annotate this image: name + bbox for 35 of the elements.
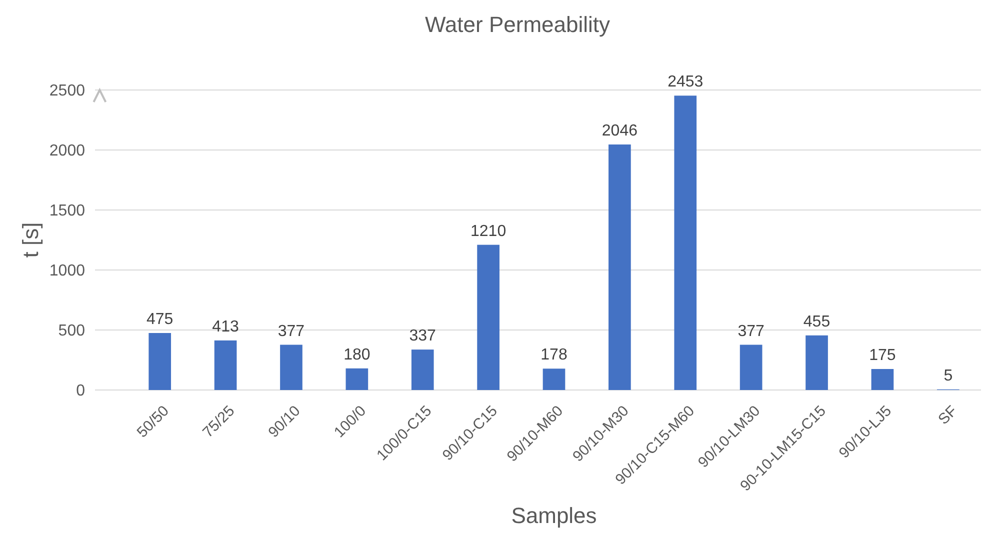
data-label: 2453 [668, 74, 704, 91]
chart-title: Water Permeability [424, 12, 610, 37]
bar [346, 368, 368, 390]
bar [148, 333, 172, 390]
bar [542, 368, 566, 390]
y-tick-label: 2000 [49, 142, 86, 160]
data-label: 337 [409, 328, 436, 345]
data-label: 178 [540, 346, 568, 364]
bar [740, 344, 762, 390]
data-label: 2046 [602, 122, 638, 140]
bar [280, 344, 302, 390]
bar [411, 350, 434, 390]
data-label: 180 [344, 346, 370, 364]
y-tick-label: 0 [76, 382, 86, 400]
y-tick-label: 1000 [49, 262, 86, 280]
bar [477, 244, 500, 390]
y-axis-title: t [s] [18, 222, 43, 258]
bar [674, 96, 697, 390]
y-tick-label: 500 [58, 322, 86, 340]
x-tick-label: SF [935, 402, 961, 428]
data-label: 413 [212, 318, 239, 336]
y-tick-label: 2500 [49, 82, 86, 100]
data-label: 175 [869, 347, 896, 364]
data-label: 5 [944, 367, 953, 384]
y-tick-label: 1500 [49, 202, 86, 220]
bar [806, 335, 828, 390]
data-label: 455 [803, 313, 830, 330]
bar [608, 144, 631, 390]
bar [214, 340, 237, 390]
data-label: 377 [278, 322, 305, 340]
data-label: 1210 [470, 222, 506, 240]
data-label: 377 [738, 322, 765, 340]
x-axis-title: Samples [511, 503, 597, 528]
bar [871, 369, 894, 390]
data-label: 475 [146, 311, 174, 328]
